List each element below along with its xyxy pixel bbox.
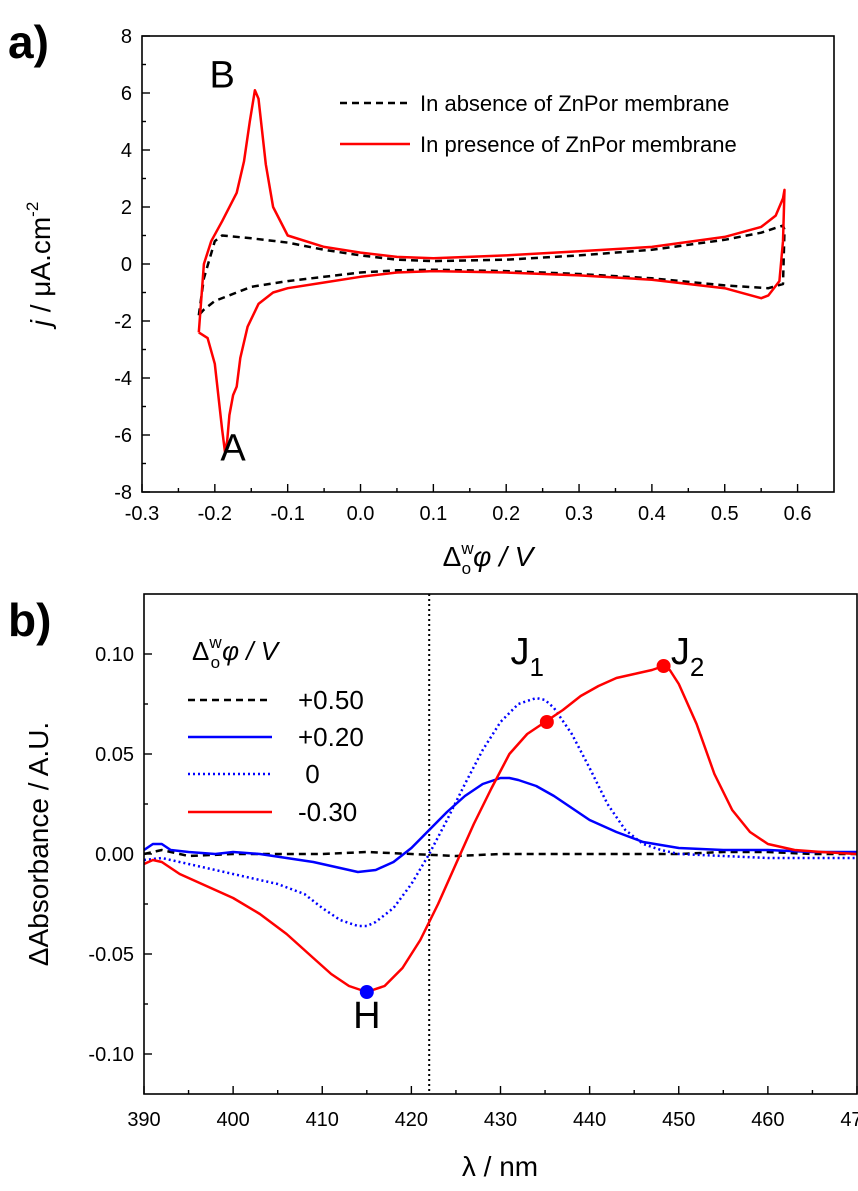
panel-a-ylabel-rest: / μA.cm [25,217,56,320]
b-marker-2 [656,659,671,673]
panel-b-legend-label-1: +0.20 [298,722,364,752]
panel-b-y-axis-title: ΔAbsorbance / A.U. [23,722,54,966]
panel-a-ylabel-italic: j [25,319,56,330]
panel-b-legend: Δw oφ / V +0.50 +0.20 0 -0.30 [188,633,364,827]
b-x-tick-label-2: 410 [306,1109,339,1131]
panel-b-legend-title-sup: w [208,633,222,652]
b-y-tick-label-0: -0.10 [88,1044,134,1066]
a-annotation-0: B [209,54,234,96]
panel-a-xlabel-sub: o [462,559,471,578]
a-x-tick-label-5: 0.2 [492,503,520,525]
a-y-tick-label-4: 0 [121,254,132,276]
b-annotation-0: H [353,995,380,1037]
panel-b: b) 390 400 410 420 430 440 450 460 470 -0.10 -0.0… [8,593,858,1182]
a-x-tick-label-8: 0.5 [711,503,739,525]
b-x-tick-label-3: 420 [395,1109,428,1131]
b-x-tick-label-4: 430 [484,1109,517,1131]
panel-b-x-ticks: 390 400 410 420 430 440 450 460 470 [127,1086,858,1131]
a-x-tick-label-4: 0.1 [419,503,447,525]
panel-b-legend-label-3: -0.30 [298,797,357,827]
b-annotation-2: J2 [671,631,704,682]
panel-b-legend-title-base: Δ [192,636,209,666]
b-series-2-line [143,696,857,928]
b-x-tick-label-6: 450 [662,1109,695,1131]
panel-b-legend-title-rest: φ / V [222,636,281,666]
panel-b-frame [143,593,858,1095]
a-y-tick-label-6: 4 [121,140,132,162]
panel-b-legend-title: Δw oφ / V [192,633,281,672]
panel-a-legend-label-1: In presence of ZnPor membrane [420,132,737,157]
a-y-tick-label-1: -6 [114,425,132,447]
a-x-tick-label-0: -0.3 [125,503,159,525]
panel-a-y-ticks: -8 -6 -4 -2 0 2 4 6 8 [114,26,150,504]
panel-a-xlabel-rest: φ / V [473,541,536,572]
a-x-tick-label-7: 0.4 [638,503,666,525]
a-x-tick-label-2: -0.1 [270,503,304,525]
b-series-0-line [143,848,857,858]
b-x-tick-label-7: 460 [751,1109,784,1131]
panel-a-legend: In absence of ZnPor membrane In presence… [340,91,737,157]
panel-a-xlabel-base: Δ [443,541,462,572]
panel-b-legend-title-sub: o [211,653,220,672]
panel-a-plot-area [197,88,786,454]
b-x-tick-label-8: 470 [840,1109,858,1131]
a-y-tick-label-0: -8 [114,482,132,504]
a-y-tick-label-3: -2 [114,311,132,333]
a-series-0-line [197,224,786,317]
b-marker-1 [539,715,554,729]
panel-b-annotations: H J1 J2 [353,631,704,1037]
panel-a-x-axis-title: Δw oφ / V [443,539,536,578]
panel-b-plot-area [143,594,858,1094]
panel-a-label: a) [8,16,49,68]
a-x-tick-label-9: 0.6 [784,503,812,525]
panel-b-legend-label-2: 0 [298,759,320,789]
b-series-1-line [143,776,857,874]
panel-b-legend-label-0: +0.50 [298,685,364,715]
a-series-1-line [197,88,786,454]
a-y-tick-label-7: 6 [121,83,132,105]
a-x-tick-label-6: 0.3 [565,503,593,525]
panel-a: a) -0.3 -0.2 -0.1 0.0 0.1 0.2 0.3 0.4 0.5 0.6 -8-… [8,16,835,578]
b-x-tick-label-5: 440 [573,1109,606,1131]
b-marker-0 [359,985,374,999]
panel-b-x-axis-title: λ / nm [462,1151,538,1182]
panel-b-label: b) [8,594,51,646]
panel-a-x-ticks: -0.3 -0.2 -0.1 0.0 0.1 0.2 0.3 0.4 0.5 0.6 [125,484,812,525]
panel-a-legend-label-0: In absence of ZnPor membrane [420,91,729,116]
panel-a-y-axis-title: j / μA.cm-2 [23,202,56,331]
b-y-tick-label-4: 0.10 [95,644,134,666]
b-x-tick-label-0: 390 [127,1109,160,1131]
a-y-tick-label-8: 8 [121,26,132,48]
panel-a-xlabel-sup: w [460,539,474,558]
b-annotation-1: J1 [511,631,544,682]
a-annotation-1: A [220,428,246,470]
b-series-3-line [143,664,858,994]
a-y-tick-label-5: 2 [121,197,132,219]
panel-b-y-ticks: -0.10 -0.05 0.00 0.05 0.10 [88,644,152,1066]
a-y-tick-label-2: -4 [114,368,132,390]
a-x-tick-label-1: -0.2 [198,503,232,525]
b-x-tick-label-1: 400 [216,1109,249,1131]
panel-a-annotations: BA [209,54,246,469]
b-y-tick-label-1: -0.05 [88,944,134,966]
a-x-tick-label-3: 0.0 [347,503,375,525]
panel-a-ylabel-sup: -2 [23,202,42,217]
b-y-tick-label-3: 0.05 [95,744,134,766]
b-y-tick-label-2: 0.00 [95,844,134,866]
